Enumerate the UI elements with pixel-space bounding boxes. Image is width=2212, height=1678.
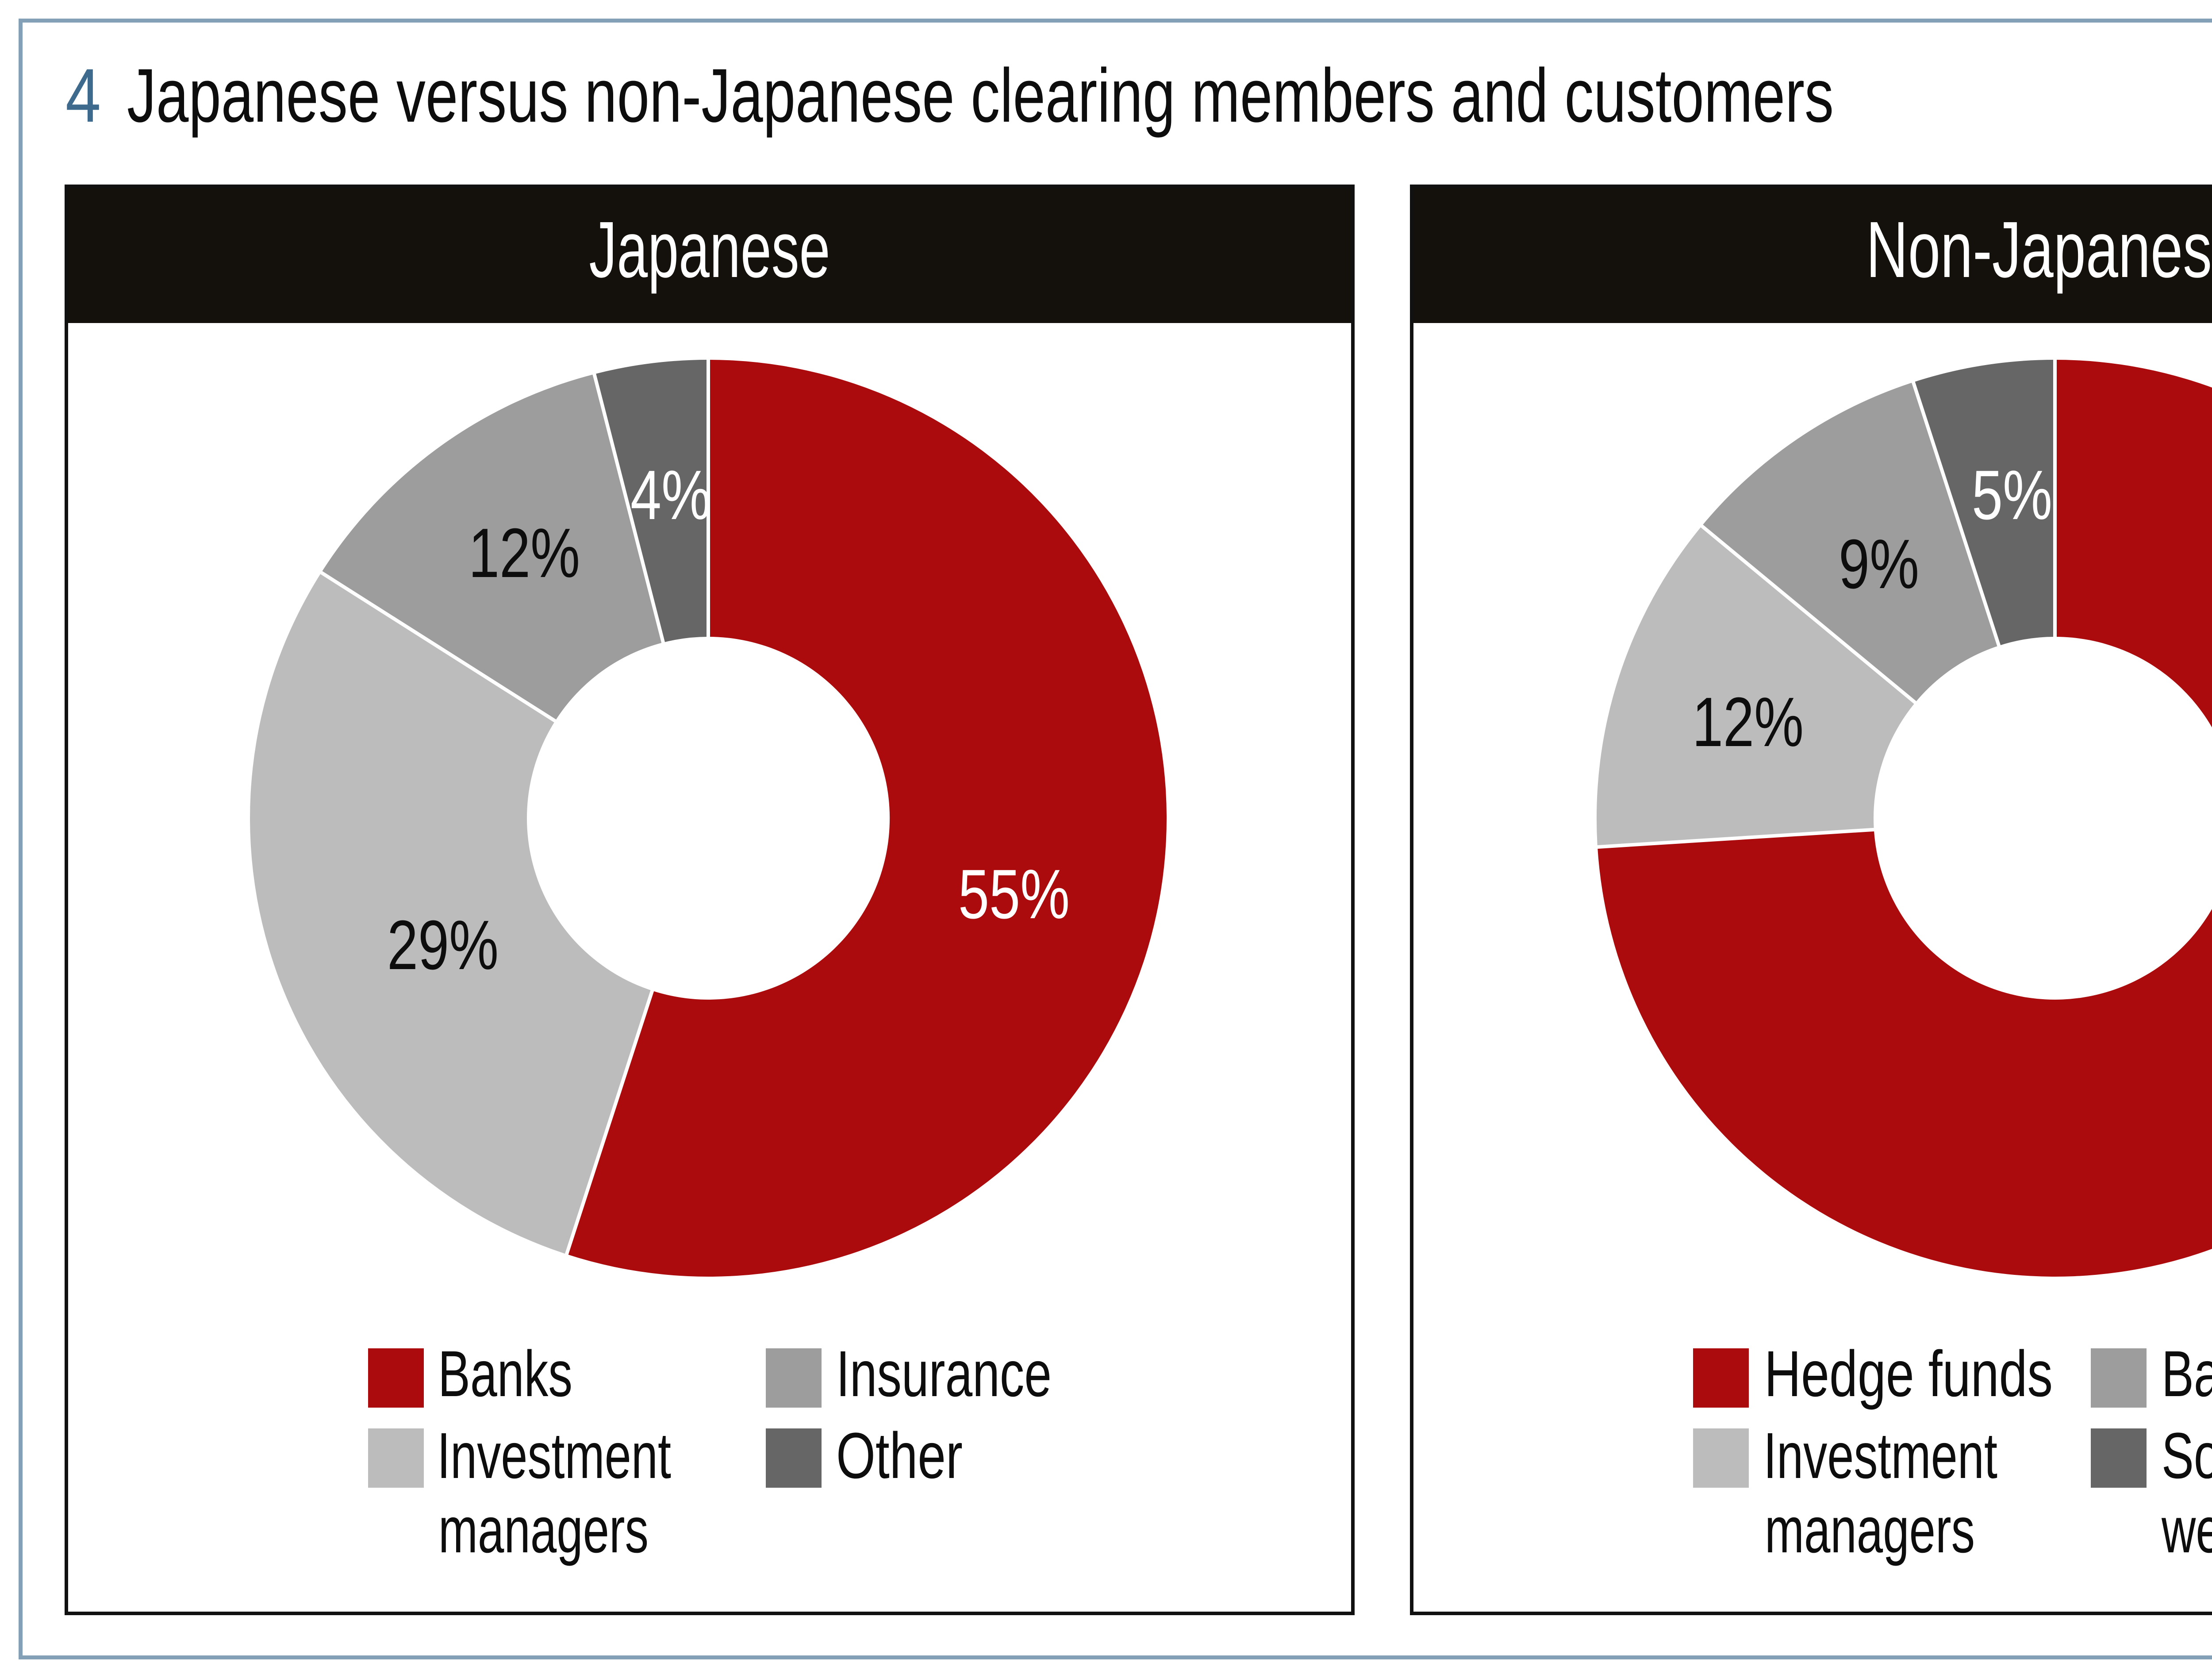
svg-text:Banks: Banks [438, 1338, 572, 1410]
svg-text:Other: Other [836, 1420, 963, 1492]
svg-text:Sovereign: Sovereign [2162, 1420, 2212, 1492]
svg-text:12%: 12% [469, 514, 580, 592]
svg-text:29%: 29% [387, 906, 499, 984]
svg-text:Japanese: Japanese [589, 205, 830, 294]
svg-text:Investment: Investment [1763, 1420, 1997, 1492]
svg-text:managers: managers [1765, 1494, 1975, 1566]
svg-text:Insurance: Insurance [836, 1338, 1052, 1410]
svg-text:wealth funds: wealth funds [2161, 1494, 2212, 1566]
svg-text:9%: 9% [1839, 525, 1919, 603]
svg-text:5%: 5% [1972, 456, 2052, 534]
svg-text:Banks: Banks [2162, 1338, 2212, 1410]
svg-text:Hedge funds: Hedge funds [1764, 1338, 2053, 1410]
svg-text:12%: 12% [1692, 683, 1804, 761]
svg-text:Japanese versus non-Japanese c: Japanese versus non-Japanese clearing me… [127, 53, 1834, 138]
svg-text:4: 4 [65, 53, 101, 138]
svg-text:Non-Japanese: Non-Japanese [1866, 205, 2212, 294]
svg-text:55%: 55% [958, 855, 1070, 933]
svg-text:managers: managers [438, 1494, 649, 1566]
svg-text:Investment: Investment [437, 1420, 671, 1492]
svg-text:4%: 4% [630, 456, 711, 534]
